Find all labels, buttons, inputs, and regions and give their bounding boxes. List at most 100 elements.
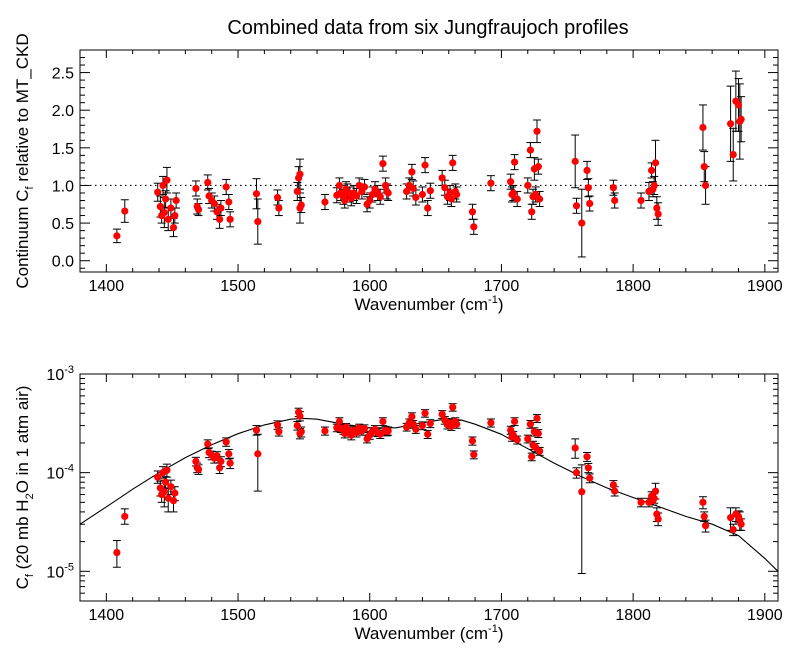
x-tick-label: 1700 xyxy=(484,607,520,624)
data-point xyxy=(418,190,427,199)
data-point xyxy=(275,428,283,436)
model-curve-line xyxy=(79,417,779,572)
x-tick-label: 1900 xyxy=(747,607,783,624)
data-point xyxy=(637,498,645,506)
data-point xyxy=(162,478,170,486)
data-point xyxy=(509,431,517,439)
error-bars xyxy=(112,70,746,258)
y-tick-label: 2.0 xyxy=(52,103,74,120)
x-axis-ticks: 1400 1500 1600 1700 1800 1900 xyxy=(89,374,783,624)
data-point xyxy=(611,487,619,495)
data-point xyxy=(226,459,234,467)
data-point xyxy=(487,419,495,427)
data-point xyxy=(296,170,304,178)
data-point xyxy=(409,184,417,193)
data-point xyxy=(737,520,745,528)
data-point xyxy=(297,201,305,209)
x-tick-label: 1500 xyxy=(220,278,256,295)
data-point xyxy=(156,202,164,211)
data-point xyxy=(470,223,478,231)
data-point xyxy=(163,466,171,474)
x-tick-label: 1900 xyxy=(747,278,783,295)
data-point xyxy=(609,481,617,489)
data-point xyxy=(654,515,662,523)
data-point xyxy=(408,412,416,421)
data-point xyxy=(273,421,282,429)
data-point xyxy=(159,181,167,190)
y-tick-label: 1.5 xyxy=(52,141,74,158)
data-point xyxy=(379,160,387,168)
data-point xyxy=(321,198,329,206)
data-point xyxy=(335,181,344,190)
data-point xyxy=(737,115,745,123)
data-point xyxy=(534,163,542,171)
data-point xyxy=(254,450,262,458)
data-point xyxy=(453,190,461,199)
data-point xyxy=(376,430,384,438)
data-point xyxy=(468,208,477,216)
model-curve xyxy=(79,417,779,572)
data-point xyxy=(252,426,261,434)
data-point xyxy=(421,161,429,169)
x-axis-ticks: 1400 1500 1600 1700 1800 1900 xyxy=(89,50,783,295)
data-point xyxy=(204,178,212,187)
data-point xyxy=(637,196,645,205)
x-tick-label: 1800 xyxy=(615,278,651,295)
data-point xyxy=(536,447,544,455)
data-point xyxy=(441,184,449,192)
data-point xyxy=(487,179,495,187)
data-point xyxy=(534,429,542,437)
data-point xyxy=(162,195,170,203)
y-tick-label: 2.5 xyxy=(52,66,74,83)
data-point xyxy=(584,464,592,472)
y-tick-label: 1.0 xyxy=(52,178,74,195)
data-point xyxy=(194,465,203,473)
data-point xyxy=(650,181,658,190)
plot-frame xyxy=(79,49,779,273)
data-point xyxy=(217,457,225,466)
top-panel: 1400 1500 1600 1700 1800 1900 0.0 0.5 1.0 1.5 2.0… xyxy=(13,33,783,314)
bottom-panel: 1400 1500 1600 1700 1800 1900 10-5 10-4 10-3 Wa… xyxy=(13,364,783,643)
data-point xyxy=(699,498,707,506)
data-point xyxy=(729,151,737,159)
x-tick-label: 1400 xyxy=(89,607,125,624)
data-point xyxy=(578,219,586,227)
data-point xyxy=(225,450,233,458)
data-point xyxy=(449,159,457,167)
data-point xyxy=(586,199,594,208)
data-point xyxy=(163,176,171,184)
data-point xyxy=(113,548,121,557)
y-tick-label: 0.0 xyxy=(52,254,74,271)
y-tick-label: 10-4 xyxy=(46,463,74,483)
data-point xyxy=(381,181,390,190)
data-point xyxy=(421,409,429,417)
data-point xyxy=(528,453,536,461)
data-point xyxy=(341,196,349,205)
data-point xyxy=(653,204,661,212)
data-point xyxy=(726,120,735,128)
data-point xyxy=(528,208,536,216)
data-point xyxy=(376,193,384,201)
data-point xyxy=(654,210,662,218)
data-point xyxy=(167,483,175,491)
data-point xyxy=(275,204,283,212)
data-point xyxy=(533,414,541,422)
y-axis-ticks: 0.0 0.5 1.0 1.5 2.0 2.5 xyxy=(52,57,778,271)
data-point xyxy=(293,421,301,430)
data-point xyxy=(609,184,617,192)
data-point xyxy=(360,424,369,433)
data-point xyxy=(511,417,519,426)
data-point xyxy=(571,157,579,165)
data-point xyxy=(254,217,262,226)
data-point xyxy=(154,473,162,481)
data-point xyxy=(651,159,660,167)
x-tick-label: 1500 xyxy=(220,607,256,624)
data-point xyxy=(571,444,579,452)
data-point xyxy=(449,403,457,411)
data-point xyxy=(584,184,592,192)
data-point xyxy=(352,192,361,200)
data-point xyxy=(424,430,432,438)
data-point xyxy=(524,435,532,443)
data-point xyxy=(154,188,162,196)
